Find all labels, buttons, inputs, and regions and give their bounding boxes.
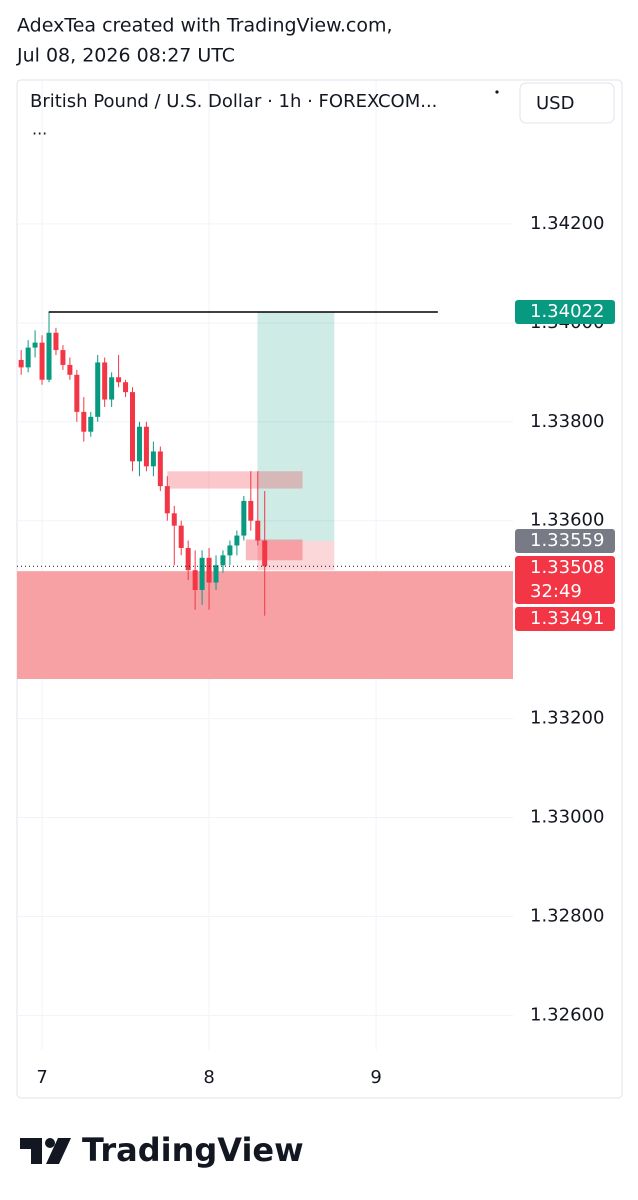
candle-body: [123, 382, 129, 393]
brand-name: TradingView: [82, 1131, 304, 1169]
candle-body: [116, 377, 122, 383]
candle-body: [130, 392, 136, 462]
price-label-box: [515, 607, 615, 632]
menu-dot: [495, 90, 499, 94]
candle-body: [39, 342, 45, 380]
candle-body: [206, 557, 212, 583]
currency-button[interactable]: [519, 82, 615, 124]
price-label-box: [515, 299, 615, 324]
zone: [245, 539, 303, 561]
candle-body: [18, 359, 24, 368]
price-label: 1.33508: [530, 557, 604, 578]
y-tick-label: 1.33200: [530, 708, 604, 729]
y-tick-label: 1.34200: [530, 213, 604, 234]
zone: [257, 541, 335, 571]
candle-body: [241, 500, 247, 536]
author-line: AdexTea created with TradingView.com,: [17, 15, 393, 37]
more-menu[interactable]: ...: [32, 120, 47, 139]
candle-body: [102, 362, 108, 400]
candle-body: [74, 374, 80, 412]
candle-body: [171, 513, 177, 526]
brand-logo: [20, 1138, 71, 1164]
y-tick-label: 1.33000: [530, 807, 604, 828]
candle-body: [234, 535, 240, 546]
candle-body: [157, 451, 163, 487]
candle-body: [67, 364, 73, 375]
candle-body: [178, 525, 184, 548]
candle-body: [248, 500, 254, 521]
candle-body: [213, 565, 219, 583]
candle-body: [150, 451, 156, 467]
candle-body: [95, 362, 101, 417]
candle-body: [81, 411, 87, 432]
y-tick-label: 1.32600: [530, 1004, 604, 1025]
candle-body: [136, 426, 142, 462]
currency-label: USD: [536, 93, 574, 114]
candle-body: [227, 545, 233, 556]
y-tick-label: 1.33600: [530, 510, 604, 531]
candle-body: [192, 570, 198, 590]
timestamp: Jul 08, 2026 08:27 UTC: [16, 45, 235, 67]
price-label: 1.33559: [530, 530, 604, 551]
candle-body: [255, 520, 261, 541]
candle-body: [199, 557, 205, 590]
symbol-title[interactable]: British Pound / U.S. Dollar · 1h · FOREX…: [30, 91, 437, 112]
price-label-box: [515, 556, 615, 605]
y-tick-label: 1.33800: [530, 411, 604, 432]
price-label: 1.34022: [530, 301, 604, 322]
candle-body: [25, 347, 31, 368]
candle-body: [88, 416, 94, 432]
candle-body: [109, 377, 115, 400]
candle-body: [262, 540, 268, 567]
zone: [167, 471, 303, 489]
candle-body: [46, 332, 52, 380]
candle-body: [143, 426, 149, 467]
candle-body: [220, 555, 226, 566]
x-tick-label: 9: [370, 1067, 381, 1088]
x-tick-label: 8: [203, 1067, 214, 1088]
candle-body: [53, 332, 59, 351]
candle-body: [185, 547, 191, 571]
x-tick-label: 7: [36, 1067, 47, 1088]
zone: [257, 311, 335, 542]
candle-body: [32, 342, 38, 348]
candle-body: [60, 350, 66, 365]
countdown: 32:49: [530, 581, 582, 602]
price-label: 1.33491: [530, 608, 604, 629]
candle-body: [164, 486, 170, 514]
price-label-box: [515, 529, 615, 554]
y-tick-label: 1.32800: [530, 905, 604, 926]
